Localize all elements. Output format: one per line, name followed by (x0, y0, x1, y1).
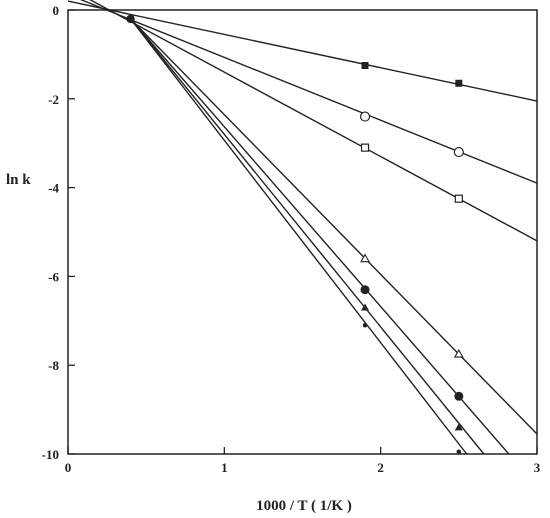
y-tick-label: -4 (48, 181, 59, 196)
series-filled-circle (130, 18, 510, 455)
x-axis: 0 1 2 3 (65, 447, 541, 475)
series-line (67, 0, 538, 102)
data-point-filled-circle (360, 285, 370, 295)
series-line (130, 18, 538, 435)
series-open-triangle (130, 18, 538, 435)
data-point-filled-circle (454, 391, 464, 401)
data-point-open-triangle (360, 253, 370, 263)
x-tick-label: 3 (534, 460, 541, 475)
data-point-open-circle (359, 111, 371, 122)
y-tick-label: -8 (48, 358, 59, 373)
plot-area (67, 9, 538, 455)
data-point-open-square (454, 194, 463, 203)
data-point-small-dot (456, 449, 462, 455)
series-open-square (89, 0, 538, 242)
x-tick-label: 2 (377, 460, 384, 475)
y-tick-label: -2 (48, 92, 59, 107)
x-axis-label: 1000 / T ( 1/K ) (256, 498, 352, 514)
series-group (67, 0, 538, 455)
y-axis: 0 -2 -4 -6 -8 -10 (42, 3, 75, 462)
series-filled-triangle (129, 18, 485, 455)
series-line (130, 18, 510, 455)
y-axis-label: ln k (6, 172, 31, 188)
data-point-open-square (360, 143, 370, 152)
plot-border (67, 9, 538, 455)
series-line (89, 0, 538, 242)
data-point-filled-triangle (454, 423, 463, 431)
x-tick-label: 0 (65, 460, 72, 475)
data-point-open-circle (453, 146, 464, 158)
data-point-open-triangle (453, 348, 464, 358)
series-filled-square (67, 0, 538, 102)
data-point-small-dot (362, 322, 368, 328)
y-tick-label: -10 (42, 447, 59, 462)
data-point-filled-triangle (361, 303, 370, 311)
y-tick-label: -6 (48, 269, 59, 284)
data-point-filled-square (361, 62, 369, 69)
series-open-circle (79, 0, 538, 184)
series-line (129, 18, 468, 455)
data-point-filled-square (455, 79, 463, 87)
y-tick-label: 0 (53, 3, 60, 18)
x-tick-label: 1 (221, 460, 228, 475)
series-small-dot (129, 18, 468, 455)
common-intersection-point (126, 14, 135, 24)
series-line (129, 18, 485, 455)
